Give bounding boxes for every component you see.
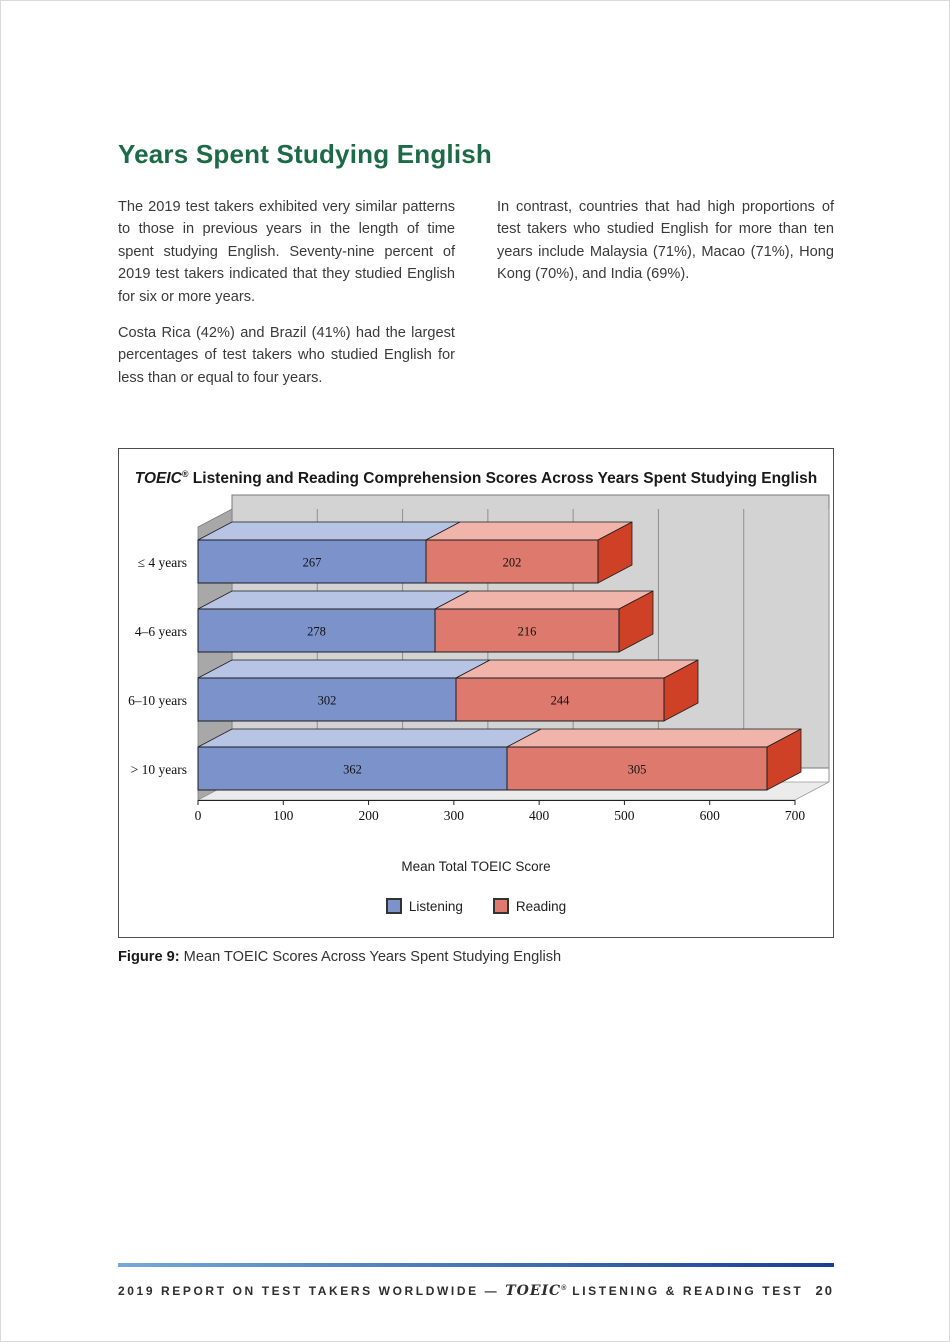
reading-value-label: 244 xyxy=(551,694,571,708)
chart-title-brand: TOEIC xyxy=(134,470,182,488)
footer-text: 2019 REPORT ON TEST TAKERS WORLDWIDE — T… xyxy=(118,1283,803,1299)
listening-value-label: 278 xyxy=(307,625,326,639)
reading-top-face xyxy=(455,659,699,679)
x-tick-label: 600 xyxy=(700,808,721,823)
x-tick-label: 400 xyxy=(529,808,550,823)
page-title: Years Spent Studying English xyxy=(118,139,493,169)
listening-value-label: 302 xyxy=(318,694,337,708)
bar-segment-listening xyxy=(197,677,457,722)
reading-swatch-icon xyxy=(492,898,509,914)
body-text: The 2019 test takers exhibited very simi… xyxy=(118,196,834,389)
listening-top-face xyxy=(197,728,542,748)
reading-top-face xyxy=(506,728,802,748)
bar-segment-reading xyxy=(434,608,620,653)
bar-segment-reading xyxy=(455,677,665,722)
x-tick-label: 500 xyxy=(614,808,635,823)
legend-item-listening: Listening xyxy=(385,898,463,914)
bar-segment-listening xyxy=(197,539,427,584)
reading-value-label: 202 xyxy=(503,556,522,570)
bar-segment-listening xyxy=(197,746,508,791)
reading-value-label: 216 xyxy=(518,625,537,639)
listening-top-face xyxy=(197,521,461,541)
listening-top-face xyxy=(197,590,470,610)
chart-legend: Listening Reading xyxy=(119,898,833,914)
category-label: 4–6 years xyxy=(135,624,187,639)
x-axis-title: Mean Total TOEIC Score xyxy=(401,859,551,874)
bar-chart-3d: 267 202 ≤ 4 years 278 216 4–6 years 302 244 6–10… xyxy=(128,494,830,823)
figure-caption-text: Mean TOEIC Scores Across Years Spent Stu… xyxy=(179,949,562,965)
figure-caption: Figure 9: Mean TOEIC Scores Across Years… xyxy=(118,949,834,965)
category-label: ≤ 4 years xyxy=(138,555,187,570)
legend-label: Reading xyxy=(515,898,567,914)
x-tick-label: 0 xyxy=(195,808,202,823)
category-label: > 10 years xyxy=(131,762,187,777)
listening-swatch-icon xyxy=(385,898,402,914)
registered-mark: ® xyxy=(561,1285,567,1292)
paragraph: The 2019 test takers exhibited very simi… xyxy=(118,199,455,305)
page-number: 20 xyxy=(815,1283,834,1298)
footer-report-label: 2019 REPORT ON TEST TAKERS WORLDWIDE — xyxy=(118,1284,506,1298)
figure-panel: TOEIC® Listening and Reading Comprehensi… xyxy=(118,448,834,938)
category-label: 6–10 years xyxy=(128,693,187,708)
bar-segment-listening xyxy=(197,608,436,653)
chart-title: TOEIC® Listening and Reading Comprehensi… xyxy=(119,469,833,488)
bar-segment-reading xyxy=(506,746,768,791)
paragraph: In contrast, countries that had high pro… xyxy=(497,199,834,283)
x-tick-label: 300 xyxy=(444,808,465,823)
reading-value-label: 305 xyxy=(628,763,647,777)
x-tick-label: 700 xyxy=(785,808,806,823)
paragraph: Costa Rica (42%) and Brazil (41%) had th… xyxy=(118,325,455,386)
bar-segment-reading xyxy=(425,539,599,584)
footer-divider xyxy=(118,1263,834,1267)
page-footer: 2019 REPORT ON TEST TAKERS WORLDWIDE — T… xyxy=(118,1283,834,1299)
text-column-right: In contrast, countries that had high pro… xyxy=(497,196,834,389)
text-column-left: The 2019 test takers exhibited very simi… xyxy=(118,196,455,389)
x-tick-label: 200 xyxy=(358,808,379,823)
x-tick-label: 100 xyxy=(273,808,294,823)
legend-item-reading: Reading xyxy=(492,898,567,914)
figure-caption-label: Figure 9: xyxy=(118,949,180,965)
legend-label: Listening xyxy=(408,898,463,914)
reading-top-face xyxy=(425,521,633,541)
listening-value-label: 267 xyxy=(303,556,322,570)
registered-mark: ® xyxy=(181,469,189,479)
toeic-logo: TOEIC xyxy=(505,1283,562,1299)
listening-value-label: 362 xyxy=(343,763,362,777)
footer-test-label: LISTENING & READING TEST xyxy=(566,1284,804,1298)
reading-top-face xyxy=(434,590,654,610)
listening-top-face xyxy=(197,659,491,679)
chart-title-text: Listening and Reading Comprehension Scor… xyxy=(188,470,818,488)
